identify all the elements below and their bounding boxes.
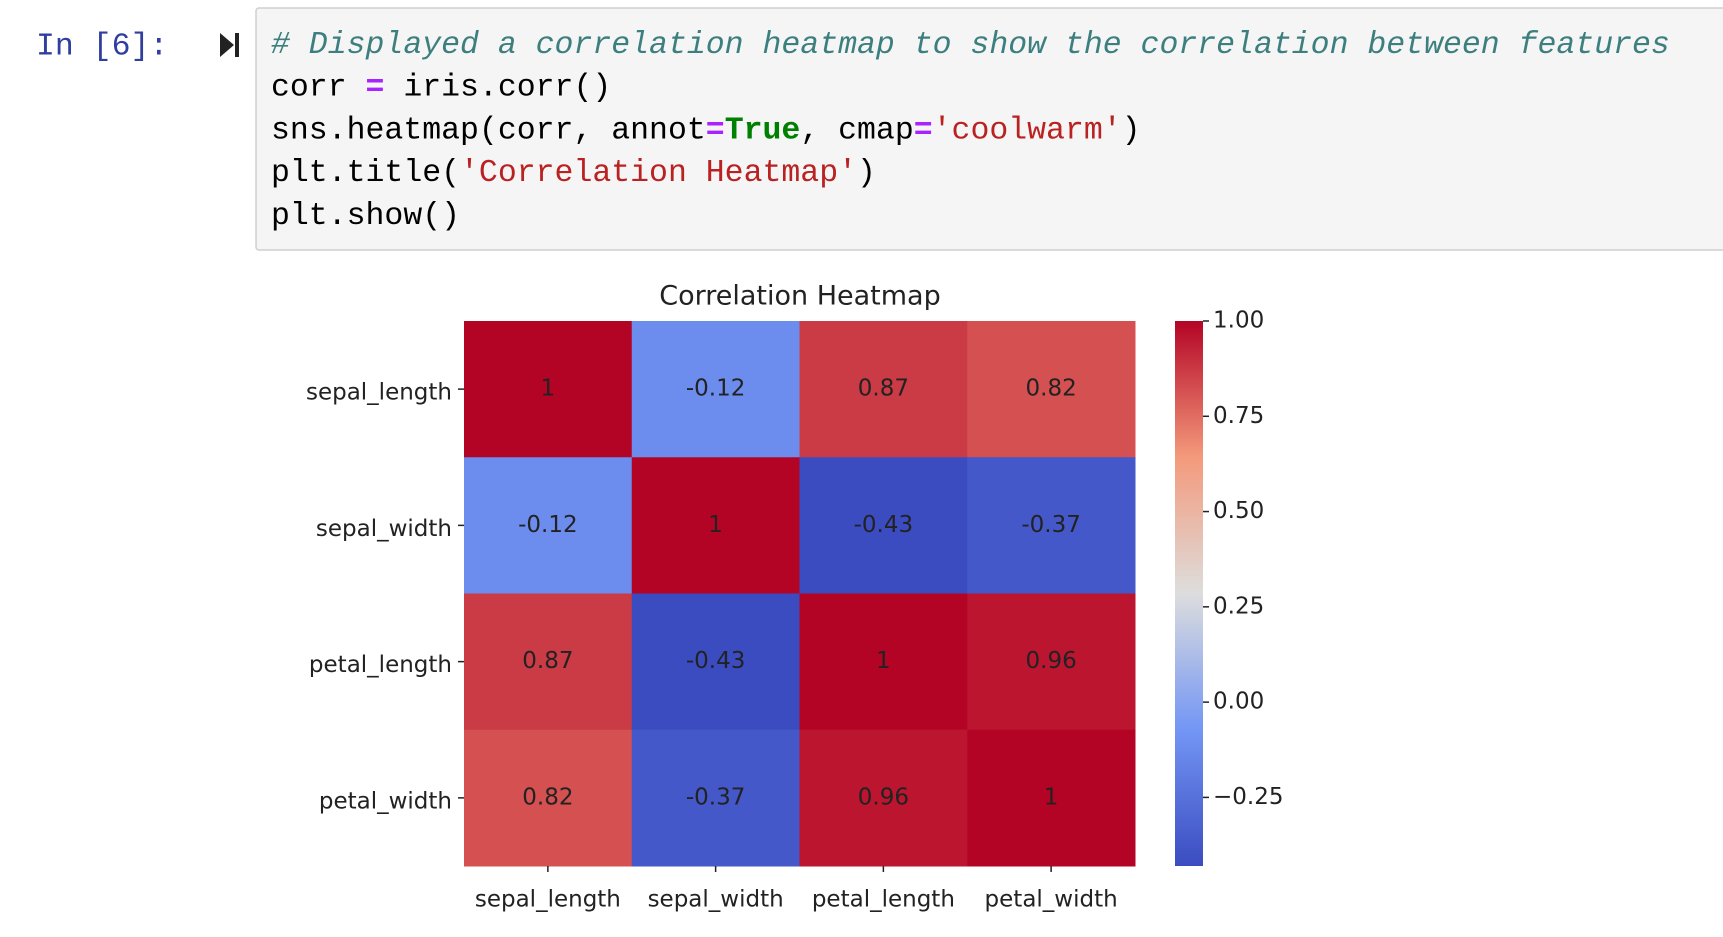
heatmap-cell — [631, 593, 800, 731]
code-line: # Displayed a correlation heatmap to sho… — [271, 28, 1670, 63]
heatmap-cell — [967, 321, 1136, 458]
code-token: # Displayed a correlation heatmap to sho… — [271, 28, 1670, 63]
cell-annotation: -0.12 — [518, 512, 578, 538]
colorbar — [1175, 321, 1203, 866]
code-box[interactable] — [255, 7, 1723, 251]
colorbar-tick-label: 0.50 — [1213, 498, 1264, 524]
heatmap-cell — [631, 457, 800, 594]
y-tick-label: sepal_length — [306, 380, 452, 406]
x-tick-label: sepal_width — [648, 887, 784, 913]
colorbar-tick-label: 1.00 — [1213, 308, 1264, 334]
code-token: = — [366, 71, 385, 106]
cell-annotation: -0.37 — [1021, 512, 1081, 538]
heatmap-cell — [799, 321, 968, 458]
code-token: , cmap — [800, 114, 913, 149]
chart-title: Correlation Heatmap — [659, 281, 941, 312]
code-line: corr = iris.corr() — [271, 71, 611, 106]
cell-annotation: 1 — [708, 512, 723, 538]
heatmap-cell — [464, 321, 633, 458]
code-token: ) — [1122, 114, 1141, 149]
heatmap-cell — [631, 321, 800, 458]
cell-annotation: 1 — [541, 376, 556, 402]
colorbar-tick-label: 0.75 — [1213, 403, 1264, 429]
cell-annotation: 0.87 — [522, 648, 573, 674]
code-line: plt.show() — [271, 199, 460, 234]
heatmap-cell — [799, 593, 968, 731]
code-token: True — [725, 114, 801, 149]
code-line: plt.title('Correlation Heatmap') — [271, 156, 876, 191]
colorbar-tick-label: 0.00 — [1213, 689, 1264, 715]
code-token: plt.title( — [271, 156, 460, 191]
cell-annotation: -0.12 — [686, 376, 746, 402]
heatmap-cell — [799, 457, 968, 594]
code-token: 'Correlation Heatmap' — [460, 156, 857, 191]
code-line: sns.heatmap(corr, annot=True, cmap='cool… — [271, 114, 1141, 149]
code-token: = — [914, 114, 933, 149]
cell-annotation: 0.82 — [522, 784, 573, 810]
heatmap-cell — [967, 457, 1136, 594]
code-token: = — [706, 114, 725, 149]
x-tick-label: petal_width — [985, 887, 1118, 913]
heatmap-cell — [631, 729, 800, 867]
cell-annotation: -0.43 — [854, 512, 914, 538]
heatmap-cell — [464, 729, 633, 867]
colorbar-tick-label: 0.25 — [1213, 593, 1264, 619]
cell-annotation: 0.82 — [1026, 376, 1077, 402]
cell-annotation: 1 — [876, 648, 891, 674]
heatmap-cell — [967, 729, 1136, 867]
code-token: 'coolwarm' — [933, 114, 1122, 149]
x-tick-label: petal_length — [812, 887, 955, 913]
cell-annotation: 0.96 — [858, 784, 909, 810]
code-token: sns.heatmap(corr, annot — [271, 114, 706, 149]
run-icon[interactable] — [220, 33, 239, 57]
code-token: iris.corr() — [384, 71, 611, 106]
cell-annotation: -0.37 — [686, 784, 746, 810]
heatmap-cell — [799, 729, 968, 867]
heatmap-cell — [967, 593, 1136, 731]
cell-annotation: -0.43 — [686, 648, 746, 674]
code-token: ) — [857, 156, 876, 191]
cell-annotation: 0.87 — [858, 376, 909, 402]
y-tick-label: petal_length — [309, 652, 452, 678]
x-tick-label: sepal_length — [475, 887, 621, 913]
y-tick-label: petal_width — [319, 788, 452, 814]
colorbar-tick-label: −0.25 — [1213, 784, 1283, 810]
cell-annotation: 1 — [1044, 784, 1059, 810]
code-token: corr — [271, 71, 366, 106]
y-tick-label: sepal_width — [316, 516, 452, 542]
cell-annotation: 0.96 — [1026, 648, 1077, 674]
heatmap-cell — [464, 593, 633, 731]
heatmap-cell — [464, 457, 633, 594]
cell-prompt: In [6]: — [36, 29, 168, 64]
code-token: plt.show() — [271, 199, 460, 234]
